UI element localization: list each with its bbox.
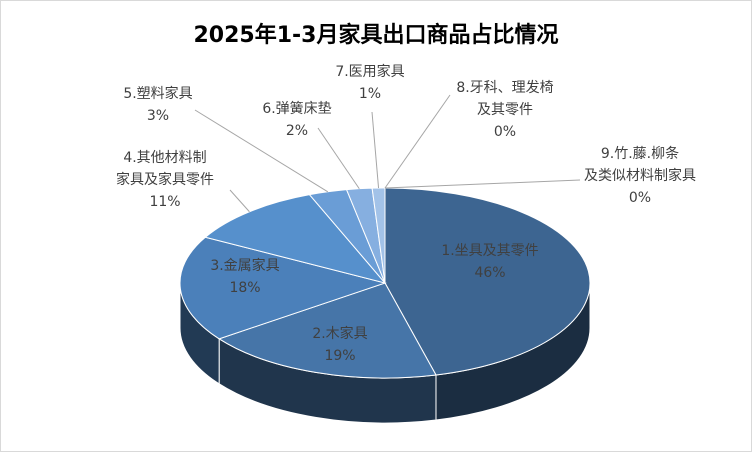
category-label: 7.医用家具 [335,63,404,80]
value-label: 2% [286,123,308,139]
value-label: 19% [324,348,355,364]
category-label: 6.弹簧床垫 [262,101,331,117]
category-label: 5.塑料家具 [123,85,192,102]
value-label: 46% [474,265,505,281]
leader-line [384,94,451,189]
label-line: 9.竹.藤.柳条 [601,145,679,162]
label-line: 7.医用家具 [335,63,404,80]
value-label: 1% [359,86,381,102]
value-label: 0% [629,190,651,206]
value-label: 0% [494,124,516,140]
slice [384,187,591,376]
category-label: 4.其他材料制家具及家具零件 [116,150,214,188]
leader-line [194,109,329,193]
category-label: 2.木家具 [312,325,367,342]
category-label: 9.竹.藤.柳条及类似材料制家具 [584,145,696,184]
leader-line [371,111,380,189]
leader-line [317,127,360,190]
category-label: 8.牙科、理发椅及其零件 [456,80,553,118]
leader-line [229,189,250,213]
label-line: 及其零件 [477,102,533,118]
value-label: 3% [147,108,169,124]
label-line: 5.塑料家具 [123,85,192,102]
slice [218,282,437,379]
label-line: 4.其他材料制 [123,150,206,166]
label-line: 及类似材料制家具 [584,167,696,184]
label-line: 8.牙科、理发椅 [456,80,553,96]
category-label: 1.坐具及其零件 [441,243,538,259]
value-label: 11% [149,194,180,210]
label-line: 1.坐具及其零件 [441,243,538,259]
chart-title: 2025年1-3月家具出口商品占比情况 [194,22,559,48]
label-line: 家具及家具零件 [116,171,214,188]
value-label: 18% [229,280,260,296]
label-line: 2.木家具 [312,325,367,342]
label-line: 3.金属家具 [210,257,279,274]
label-line: 6.弹簧床垫 [262,101,331,117]
slice [179,236,387,340]
leader-line [384,179,581,189]
category-label: 3.金属家具 [210,257,279,274]
